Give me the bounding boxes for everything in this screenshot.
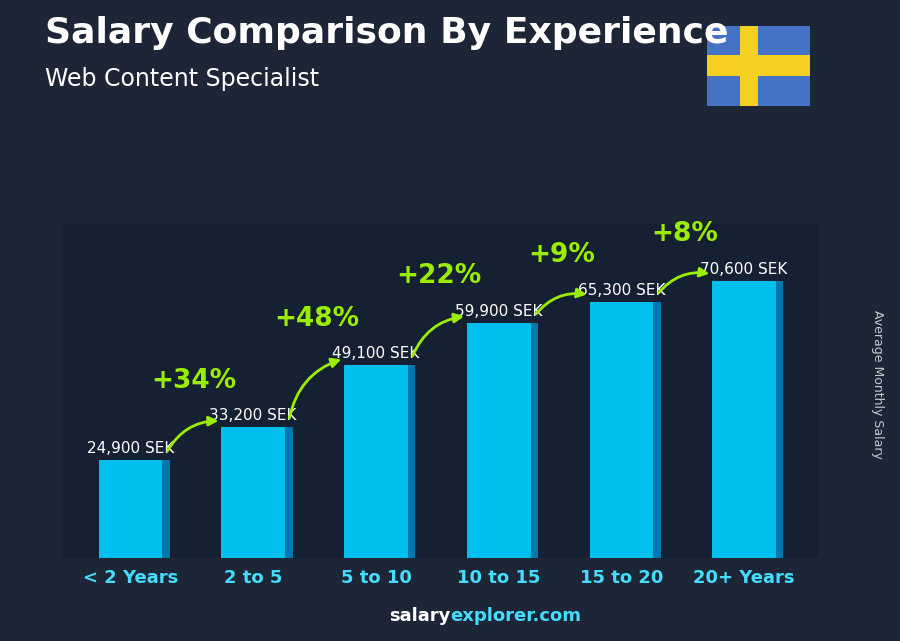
FancyBboxPatch shape <box>712 281 776 558</box>
Polygon shape <box>285 428 292 558</box>
Text: +48%: +48% <box>274 306 359 332</box>
Text: salary: salary <box>389 607 450 625</box>
Text: +9%: +9% <box>528 242 595 269</box>
Polygon shape <box>653 302 661 558</box>
Text: Average Monthly Salary: Average Monthly Salary <box>871 310 884 459</box>
Polygon shape <box>531 323 538 558</box>
Text: 59,900 SEK: 59,900 SEK <box>454 304 543 319</box>
Text: 24,900 SEK: 24,900 SEK <box>86 441 175 456</box>
Polygon shape <box>408 365 415 558</box>
Text: Salary Comparison By Experience: Salary Comparison By Experience <box>45 16 728 50</box>
Text: 49,100 SEK: 49,100 SEK <box>332 346 419 361</box>
Text: 65,300 SEK: 65,300 SEK <box>578 283 665 297</box>
FancyBboxPatch shape <box>221 428 285 558</box>
FancyBboxPatch shape <box>467 323 531 558</box>
Polygon shape <box>162 460 170 558</box>
Text: Web Content Specialist: Web Content Specialist <box>45 67 320 91</box>
Text: +34%: +34% <box>151 368 237 394</box>
Text: +22%: +22% <box>397 263 482 290</box>
Bar <box>740 26 758 106</box>
Text: 70,600 SEK: 70,600 SEK <box>700 262 788 277</box>
Text: +8%: +8% <box>652 222 718 247</box>
FancyBboxPatch shape <box>590 302 653 558</box>
FancyBboxPatch shape <box>344 365 408 558</box>
FancyBboxPatch shape <box>99 460 162 558</box>
Text: explorer.com: explorer.com <box>450 607 581 625</box>
Text: 33,200 SEK: 33,200 SEK <box>210 408 297 424</box>
Polygon shape <box>776 281 783 558</box>
Bar <box>706 55 810 76</box>
